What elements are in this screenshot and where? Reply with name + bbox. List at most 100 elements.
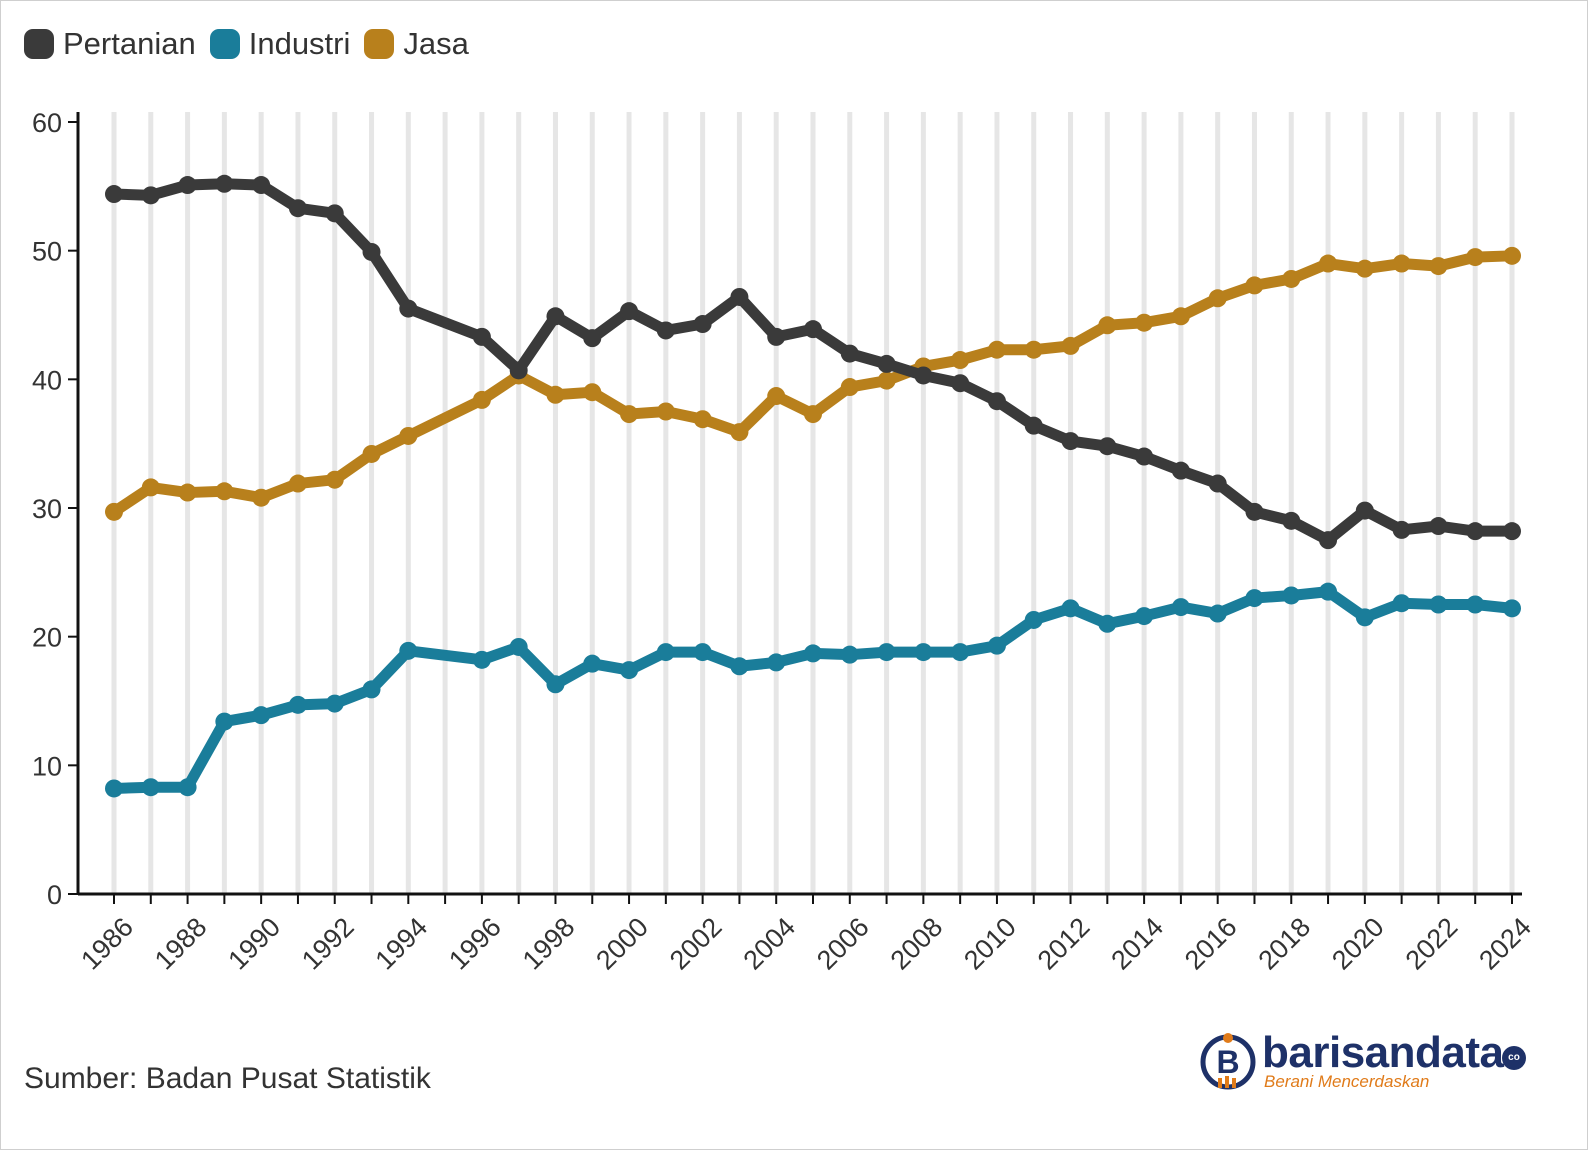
point-jasa-1998[interactable] bbox=[546, 385, 565, 404]
point-pertanian-2007[interactable] bbox=[877, 354, 896, 373]
point-pertanian-2021[interactable] bbox=[1392, 520, 1411, 539]
point-jasa-2003[interactable] bbox=[730, 423, 749, 442]
point-pertanian-1998[interactable] bbox=[546, 307, 565, 326]
point-industri-2017[interactable] bbox=[1245, 589, 1264, 608]
point-pertanian-1996[interactable] bbox=[472, 327, 491, 346]
point-industri-2011[interactable] bbox=[1024, 610, 1043, 629]
point-industri-1986[interactable] bbox=[105, 779, 123, 798]
point-pertanian-1993[interactable] bbox=[362, 242, 381, 261]
point-pertanian-2014[interactable] bbox=[1135, 447, 1154, 466]
point-industri-1996[interactable] bbox=[472, 650, 491, 669]
point-jasa-2016[interactable] bbox=[1208, 289, 1227, 308]
point-pertanian-2000[interactable] bbox=[620, 302, 639, 321]
point-jasa-1996[interactable] bbox=[472, 390, 491, 409]
point-jasa-1990[interactable] bbox=[252, 488, 271, 507]
point-pertanian-2005[interactable] bbox=[804, 320, 822, 339]
point-jasa-1986[interactable] bbox=[105, 502, 123, 521]
point-pertanian-2013[interactable] bbox=[1098, 437, 1117, 456]
point-jasa-2005[interactable] bbox=[804, 405, 822, 424]
point-jasa-1991[interactable] bbox=[288, 474, 307, 493]
point-industri-2022[interactable] bbox=[1429, 595, 1448, 614]
point-industri-1992[interactable] bbox=[325, 694, 344, 713]
point-jasa-1994[interactable] bbox=[399, 426, 418, 445]
point-pertanian-1986[interactable] bbox=[105, 185, 123, 204]
point-industri-2016[interactable] bbox=[1208, 604, 1227, 623]
point-industri-1997[interactable] bbox=[509, 637, 528, 656]
point-industri-1990[interactable] bbox=[252, 706, 271, 725]
point-industri-2018[interactable] bbox=[1282, 586, 1301, 605]
point-jasa-2004[interactable] bbox=[767, 387, 786, 406]
point-pertanian-2006[interactable] bbox=[840, 344, 859, 363]
point-jasa-2017[interactable] bbox=[1245, 276, 1264, 295]
point-industri-2000[interactable] bbox=[620, 661, 639, 680]
point-pertanian-1991[interactable] bbox=[288, 199, 307, 218]
point-jasa-2002[interactable] bbox=[693, 410, 712, 429]
point-industri-2015[interactable] bbox=[1171, 598, 1190, 617]
legend-item-pertanian[interactable]: Pertanian bbox=[24, 26, 196, 62]
point-jasa-2015[interactable] bbox=[1171, 307, 1190, 326]
point-jasa-1988[interactable] bbox=[178, 483, 197, 502]
point-jasa-2020[interactable] bbox=[1355, 259, 1374, 278]
point-jasa-2014[interactable] bbox=[1135, 313, 1154, 332]
point-jasa-2000[interactable] bbox=[620, 405, 639, 424]
point-jasa-2019[interactable] bbox=[1319, 254, 1338, 273]
point-pertanian-2020[interactable] bbox=[1355, 501, 1374, 520]
point-industri-2020[interactable] bbox=[1355, 608, 1374, 627]
point-industri-2021[interactable] bbox=[1392, 594, 1411, 613]
point-jasa-1993[interactable] bbox=[362, 444, 381, 463]
point-industri-2005[interactable] bbox=[804, 644, 822, 663]
point-pertanian-2024[interactable] bbox=[1503, 522, 1521, 541]
point-industri-1993[interactable] bbox=[362, 680, 381, 699]
point-pertanian-2023[interactable] bbox=[1466, 522, 1485, 541]
point-pertanian-2002[interactable] bbox=[693, 315, 712, 334]
point-jasa-2022[interactable] bbox=[1429, 257, 1448, 276]
point-pertanian-2009[interactable] bbox=[951, 374, 970, 393]
point-industri-2006[interactable] bbox=[840, 645, 859, 664]
point-pertanian-1997[interactable] bbox=[509, 361, 528, 380]
point-pertanian-2008[interactable] bbox=[914, 366, 933, 385]
point-industri-2010[interactable] bbox=[987, 636, 1006, 655]
point-jasa-2007[interactable] bbox=[877, 371, 896, 390]
point-industri-2023[interactable] bbox=[1466, 595, 1485, 614]
point-industri-2013[interactable] bbox=[1098, 614, 1117, 633]
point-industri-1988[interactable] bbox=[178, 778, 197, 797]
point-jasa-2013[interactable] bbox=[1098, 316, 1117, 335]
point-pertanian-2018[interactable] bbox=[1282, 511, 1301, 530]
point-jasa-1992[interactable] bbox=[325, 470, 344, 489]
point-jasa-2011[interactable] bbox=[1024, 340, 1043, 359]
point-pertanian-1989[interactable] bbox=[215, 174, 234, 193]
point-jasa-2024[interactable] bbox=[1503, 246, 1521, 265]
point-industri-2002[interactable] bbox=[693, 643, 712, 662]
point-industri-1998[interactable] bbox=[546, 675, 565, 694]
point-pertanian-1990[interactable] bbox=[252, 176, 271, 195]
point-pertanian-2010[interactable] bbox=[987, 392, 1006, 411]
point-industri-2007[interactable] bbox=[877, 643, 896, 662]
legend-item-jasa[interactable]: Jasa bbox=[364, 26, 469, 62]
point-pertanian-1994[interactable] bbox=[399, 299, 418, 318]
point-industri-2024[interactable] bbox=[1503, 599, 1521, 618]
point-industri-2012[interactable] bbox=[1061, 599, 1080, 618]
point-industri-1987[interactable] bbox=[141, 778, 160, 797]
point-industri-1999[interactable] bbox=[583, 654, 602, 673]
point-pertanian-1999[interactable] bbox=[583, 329, 602, 348]
point-industri-1989[interactable] bbox=[215, 712, 234, 731]
point-pertanian-2016[interactable] bbox=[1208, 474, 1227, 493]
point-jasa-2009[interactable] bbox=[951, 351, 970, 370]
point-jasa-1987[interactable] bbox=[141, 478, 160, 497]
point-industri-2014[interactable] bbox=[1135, 607, 1154, 626]
point-pertanian-2017[interactable] bbox=[1245, 502, 1264, 521]
point-industri-2001[interactable] bbox=[656, 643, 675, 662]
legend-item-industri[interactable]: Industri bbox=[209, 26, 350, 62]
point-pertanian-1992[interactable] bbox=[325, 204, 344, 223]
point-pertanian-2019[interactable] bbox=[1319, 531, 1338, 550]
point-jasa-2021[interactable] bbox=[1392, 254, 1411, 273]
point-jasa-2010[interactable] bbox=[987, 340, 1006, 359]
point-industri-1991[interactable] bbox=[288, 695, 307, 714]
point-pertanian-2004[interactable] bbox=[767, 327, 786, 346]
point-pertanian-2001[interactable] bbox=[656, 321, 675, 340]
point-pertanian-1988[interactable] bbox=[178, 176, 197, 195]
point-jasa-2006[interactable] bbox=[840, 378, 859, 397]
point-industri-1994[interactable] bbox=[399, 641, 418, 660]
point-industri-2009[interactable] bbox=[951, 643, 970, 662]
point-jasa-2001[interactable] bbox=[656, 402, 675, 421]
